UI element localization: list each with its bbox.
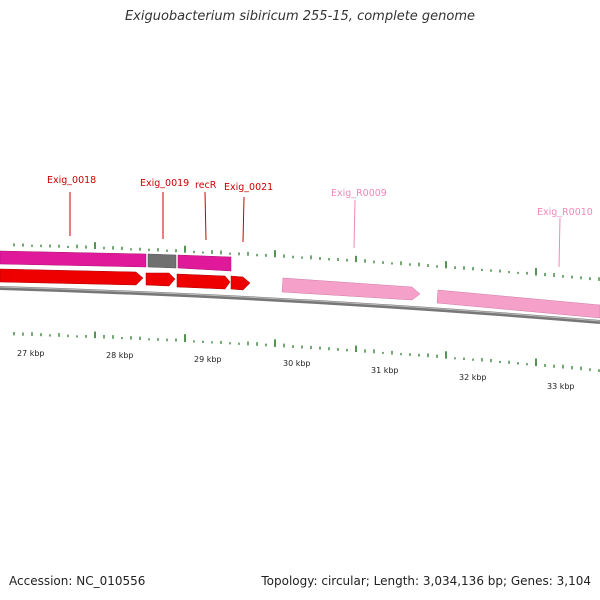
cds-arrow-0019[interactable]	[145, 272, 176, 287]
rna-arrow-r0010[interactable]	[436, 289, 600, 319]
ruler-tick-label: 31 kbp	[371, 366, 399, 375]
map-title: Exiguobacterium sibiricum 255-15, comple…	[124, 9, 476, 24]
cds-arrow-recr[interactable]	[176, 273, 231, 290]
ruler-tick-label: 30 kbp	[283, 359, 311, 368]
leader-exig-0021	[242, 196, 245, 243]
ruler-tick-label: 27 kbp	[17, 349, 45, 358]
leader-recr	[204, 191, 207, 241]
gene-bar-0019[interactable]	[147, 253, 177, 269]
genome-backbone-highlight	[0, 286, 600, 322]
gene-label[interactable]: Exig_0021	[224, 182, 273, 193]
ruler-labels: 27 kbp 28 kbp 29 kbp 30 kbp 31 kbp 32 kb…	[17, 349, 575, 391]
leader-exig-r0009	[353, 199, 356, 249]
gene-labels: Exig_0018 Exig_0019 recR Exig_0021 Exig_…	[47, 175, 593, 218]
ruler-tick-label: 28 kbp	[106, 351, 134, 360]
gene-bar-recr[interactable]	[177, 254, 232, 272]
rna-track	[281, 277, 600, 319]
rna-arrow-r0009[interactable]	[281, 277, 421, 301]
ruler-tick-label: 33 kbp	[547, 382, 575, 391]
cds-arrow-0018[interactable]	[0, 268, 144, 286]
gene-label[interactable]: Exig_R0009	[331, 188, 387, 199]
gene-label[interactable]: Exig_R0010	[537, 207, 593, 218]
gene-label-leaders	[69, 191, 561, 268]
ruler-tick-label: 29 kbp	[194, 355, 222, 364]
accession-text: Accession: NC_010556	[9, 574, 146, 588]
cds-arrow-0021[interactable]	[230, 275, 251, 291]
gene-track	[0, 250, 232, 272]
gc-marks-lower	[13, 331, 600, 372]
gene-bar-0018[interactable]	[0, 250, 147, 268]
genome-summary-text: Topology: circular; Length: 3,034,136 bp…	[261, 574, 591, 588]
gene-label[interactable]: Exig_0019	[140, 178, 189, 189]
cds-track	[0, 268, 251, 291]
gc-marks-upper	[13, 242, 600, 281]
gene-label[interactable]: Exig_0018	[47, 175, 96, 186]
gene-label[interactable]: recR	[195, 180, 217, 191]
ruler-tick-label: 32 kbp	[459, 373, 487, 382]
genome-backbone	[0, 286, 600, 324]
leader-exig-r0010	[558, 217, 561, 268]
